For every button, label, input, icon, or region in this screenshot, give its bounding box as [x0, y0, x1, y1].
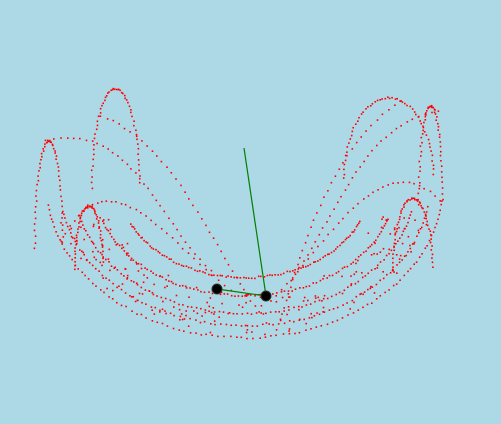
- end-bob[interactable]: [211, 283, 223, 295]
- upper-rod: [243, 147, 267, 297]
- pendulum-trail: [33, 87, 444, 340]
- lower-rod: [216, 288, 267, 297]
- middle-bob[interactable]: [260, 290, 272, 302]
